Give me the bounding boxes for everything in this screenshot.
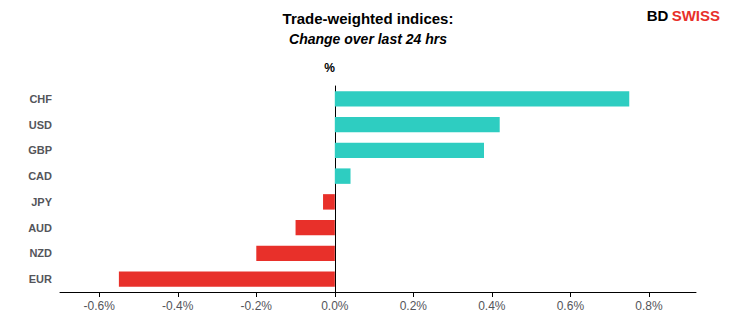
svg-text:0.4%: 0.4% <box>478 299 506 313</box>
svg-text:-0.4%: -0.4% <box>162 299 194 313</box>
svg-text:BD: BD <box>647 7 669 24</box>
svg-text:0.2%: 0.2% <box>400 299 428 313</box>
svg-text:Trade-weighted indices:: Trade-weighted indices: <box>283 10 454 27</box>
svg-text:SWISS: SWISS <box>672 7 720 24</box>
svg-text:-0.2%: -0.2% <box>241 299 273 313</box>
svg-text:Change over last 24 hrs: Change over last 24 hrs <box>289 31 447 47</box>
svg-text:USD: USD <box>29 119 52 131</box>
svg-text:AUD: AUD <box>28 222 52 234</box>
svg-text:0.6%: 0.6% <box>557 299 585 313</box>
svg-text:GBP: GBP <box>28 144 52 156</box>
svg-text:0.8%: 0.8% <box>635 299 663 313</box>
svg-text:CHF: CHF <box>29 93 52 105</box>
svg-text:-0.6%: -0.6% <box>84 299 116 313</box>
svg-text:0.0%: 0.0% <box>321 299 349 313</box>
svg-text:NZD: NZD <box>29 247 52 259</box>
svg-text:%: % <box>324 61 335 75</box>
svg-text:JPY: JPY <box>31 196 52 208</box>
svg-text:CAD: CAD <box>28 170 52 182</box>
svg-text:EUR: EUR <box>29 273 52 285</box>
